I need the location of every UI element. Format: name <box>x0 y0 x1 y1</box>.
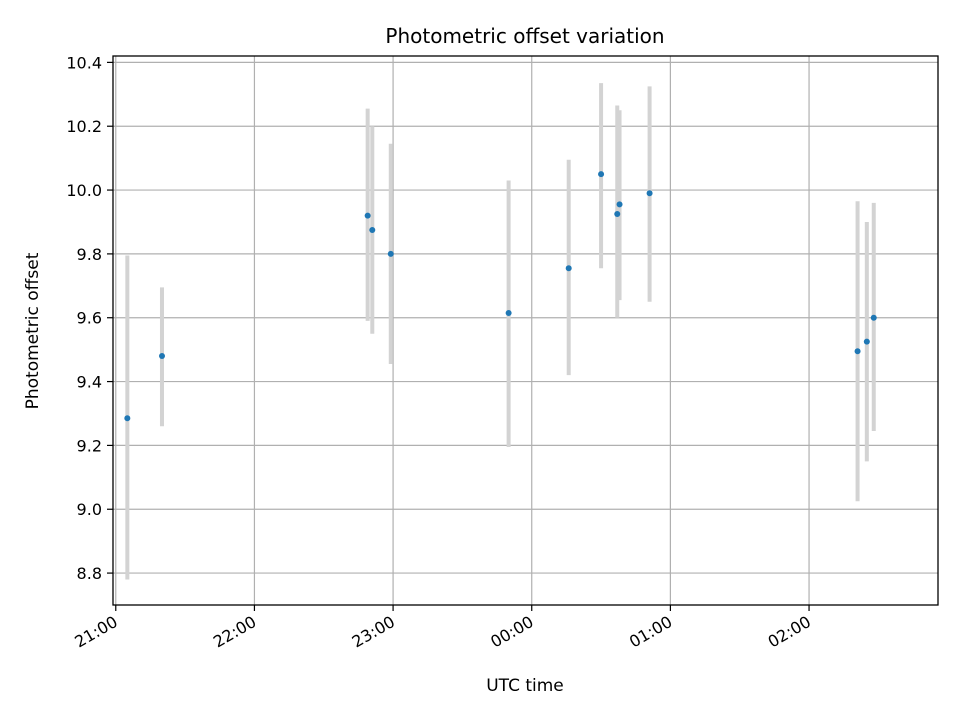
data-point <box>614 210 621 217</box>
y-tick-label: 9.4 <box>77 373 102 392</box>
y-tick-label: 9.2 <box>77 436 102 455</box>
data-point <box>854 348 861 355</box>
plot-frame <box>112 55 939 606</box>
y-tick-label: 10.2 <box>66 117 102 136</box>
data-point <box>124 415 131 422</box>
data-points <box>124 171 877 422</box>
data-point <box>387 250 394 257</box>
y-tick-label: 9.6 <box>77 309 102 328</box>
data-point <box>616 201 623 208</box>
chart-title: Photometric offset variation <box>385 24 664 48</box>
y-axis-title: Photometric offset <box>23 252 43 409</box>
data-point <box>505 309 512 316</box>
data-point <box>646 190 653 197</box>
data-point <box>364 212 371 219</box>
y-tick-label: 10.0 <box>66 181 102 200</box>
data-point <box>369 226 376 233</box>
grid <box>113 56 938 605</box>
y-tick-label: 9.8 <box>77 245 102 264</box>
y-tick-label: 10.4 <box>66 53 102 72</box>
data-point <box>870 314 877 321</box>
y-tick-label: 9.0 <box>77 500 102 519</box>
data-point <box>565 265 572 272</box>
y-tick-label: 8.8 <box>77 564 102 583</box>
data-point <box>158 353 165 360</box>
data-point <box>598 171 605 178</box>
data-point <box>863 338 870 345</box>
x-axis-title: UTC time <box>486 676 564 696</box>
